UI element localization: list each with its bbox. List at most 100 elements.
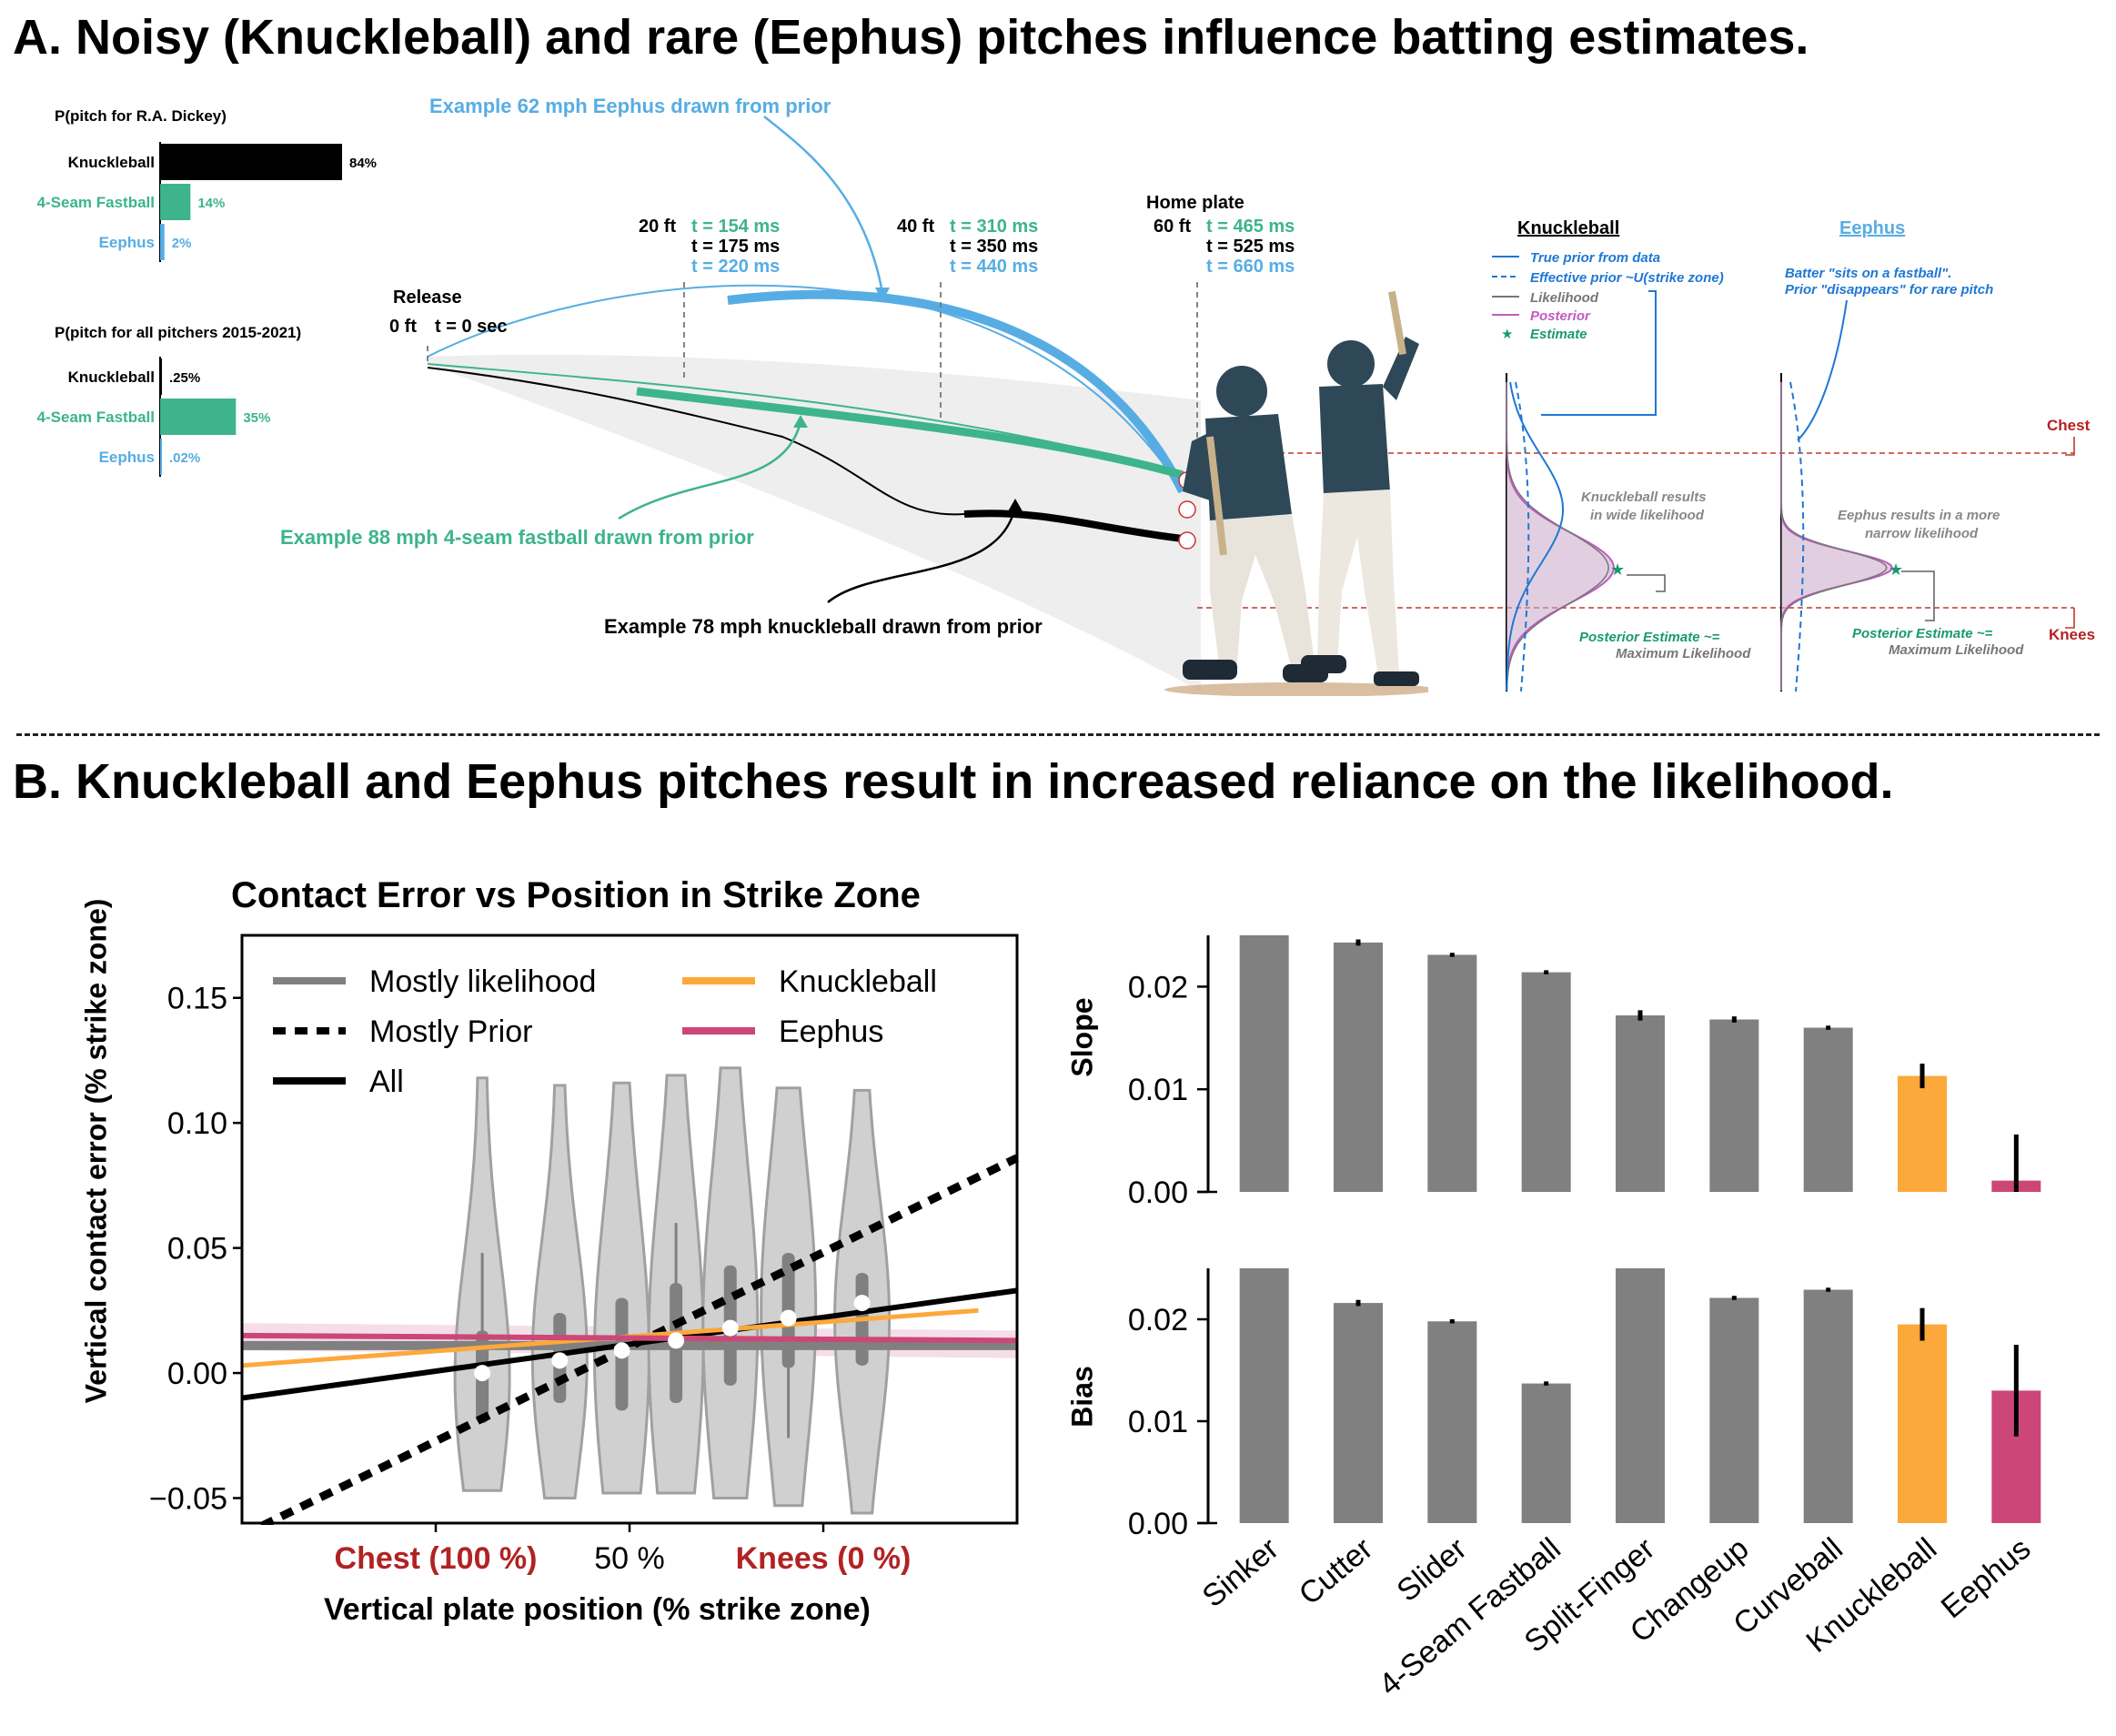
marker-20-knuckle: t = 175 ms [691,237,781,257]
bias-y-tick-label: 0.01 [1128,1405,1188,1439]
dickey-bar-value: 2% [172,236,192,251]
slope-y-tick-label: 0.00 [1128,1176,1188,1210]
slope-y-tick-label: 0.01 [1128,1073,1188,1107]
fastball-example-label: Example 88 mph 4-seam fastball drawn fro… [280,526,754,549]
eephus-top-note-2: Prior "disappears" for rare pitch [1785,282,1994,298]
knuckle-dist-estimate-star: ★ [1610,560,1625,579]
violin-median-point [853,1295,871,1312]
release-time: t = 0 sec [435,317,508,337]
all-pitchers-bar-label: 4-Seam Fastball [37,409,155,426]
violin-median-point [551,1352,569,1369]
marker-40-ft: 40 ft [897,217,935,237]
bias-bar [1616,1268,1665,1523]
dickey-title: P(pitch for R.A. Dickey) [55,107,227,125]
marker-60-knuckle: t = 525 ms [1206,237,1295,257]
legend-label: Mostly Prior [369,1014,532,1049]
bias-bar [1427,1321,1477,1523]
bias-y-tick-label: 0.00 [1128,1507,1188,1541]
contact-chart-title: Contact Error vs Position in Strike Zone [231,875,921,915]
legend-posterior: Posterior [1530,308,1590,324]
eephus-note-2: narrow likelihood [1865,526,1979,541]
bias-category-label: Slider [1390,1531,1473,1609]
eephus-example-label: Example 62 mph Eephus drawn from prior [429,95,831,117]
all-pitchers-bar [160,439,162,475]
violin-median-point [780,1309,797,1327]
slope-ylabel: Slope [1065,997,1099,1077]
bias-bar [1709,1297,1759,1523]
slope-bar [1427,954,1477,1192]
x-tick-label: Chest (100 %) [335,1541,538,1576]
knuckle-dist-effective-prior [1515,381,1530,692]
knuckle-trajectory [963,510,1184,542]
dickey-bar-value: 14% [197,196,225,211]
chest-label: Chest [2047,417,2091,434]
knuckle-note-1: Knuckleball results [1581,490,1707,505]
slope-bar [1521,972,1571,1192]
all-pitchers-bar-value: .25% [169,370,200,386]
all-pitchers-title: P(pitch for all pitchers 2015-2021) [55,324,302,341]
knuckle-example-label: Example 78 mph knuckleball drawn from pr… [604,615,1043,638]
eephus-trajectory [727,289,1187,494]
eephus-panel-title: Eephus [1839,218,1906,238]
bias-chart [1197,1268,2041,1525]
bias-bar [1803,1289,1853,1523]
overflow-mask [133,1525,1126,1580]
all-pitchers-bar [160,399,237,435]
y-tick-label: −0.05 [149,1482,227,1517]
violin-median-point [668,1332,685,1349]
legend-effective-prior: Effective prior ~U(strike zone) [1530,270,1724,286]
knees-label: Knees [2049,626,2096,643]
knuckle-note-2: in wide likelihood [1590,508,1705,523]
batter-photo [1155,282,1437,697]
dickey-bar-label: Knuckleball [68,154,155,171]
legend-label: Knuckleball [779,964,937,999]
slope-bar [1616,1014,1665,1192]
marker-60-ft: 60 ft [1154,217,1192,237]
marker-40-fastball: t = 310 ms [950,217,1039,237]
y-tick-label: 0.10 [167,1106,227,1141]
violin [593,1081,650,1495]
legend-true-prior: True prior from data [1530,250,1661,266]
panel-b-title: B. Knuckleball and Eephus pitches result… [13,754,1894,809]
bias-bar [1898,1324,1947,1523]
legend-likelihood: Likelihood [1530,290,1598,306]
knuckle-panel-title: Knuckleball [1517,218,1620,238]
knuckle-estimate-2: Maximum Likelihood [1616,646,1751,661]
bias-category-label: Sinker [1196,1531,1285,1614]
series-line [241,1287,1018,1401]
slope-bar [1334,942,1383,1192]
fastball-trajectory [636,387,1184,479]
marker-20-fastball: t = 154 ms [691,217,781,237]
eephus-estimate-1: Posterior Estimate ~= [1852,626,1993,641]
panel-divider [16,733,2100,736]
dickey-bar-label: 4-Seam Fastball [37,194,155,211]
slope-bar [1709,1019,1759,1192]
knuckle-dist-posterior-fill [1506,382,1614,691]
dickey-bar-value: 84% [349,156,377,171]
eephus-arrow [763,116,884,294]
bias-bar [1239,1268,1289,1523]
bias-category-label: Eephus [1935,1531,2038,1625]
slope-chart [1197,935,2041,1194]
eephus-arrow-head [875,288,890,302]
dickey-bar-label: Eephus [99,234,155,251]
dickey-bar [160,224,165,260]
bias-ylabel: Bias [1065,1366,1099,1428]
series-line [241,1332,1018,1344]
x-tick-label: Knees (0 %) [736,1541,912,1576]
knuckle-dist-likelihood [1506,382,1609,691]
contact-chart-xlabel: Vertical plate position (% strike zone) [324,1592,871,1627]
baseball-icon [1178,531,1196,550]
knuckle-dist-true-prior [1506,381,1564,691]
series-line [240,1154,1019,1539]
knuckle-arrow [827,505,1017,603]
marker-60-eephus: t = 660 ms [1206,257,1295,277]
marker-40-eephus: t = 440 ms [950,257,1039,277]
all-pitchers-bar-label: Knuckleball [68,368,155,386]
knuckle-estimate-arrow [1627,574,1666,592]
bias-bar [1521,1383,1571,1523]
all-pitchers-bar [160,358,162,395]
legend-label: Eephus [779,1014,883,1049]
all-pitchers-bar-value: .02% [169,450,200,466]
